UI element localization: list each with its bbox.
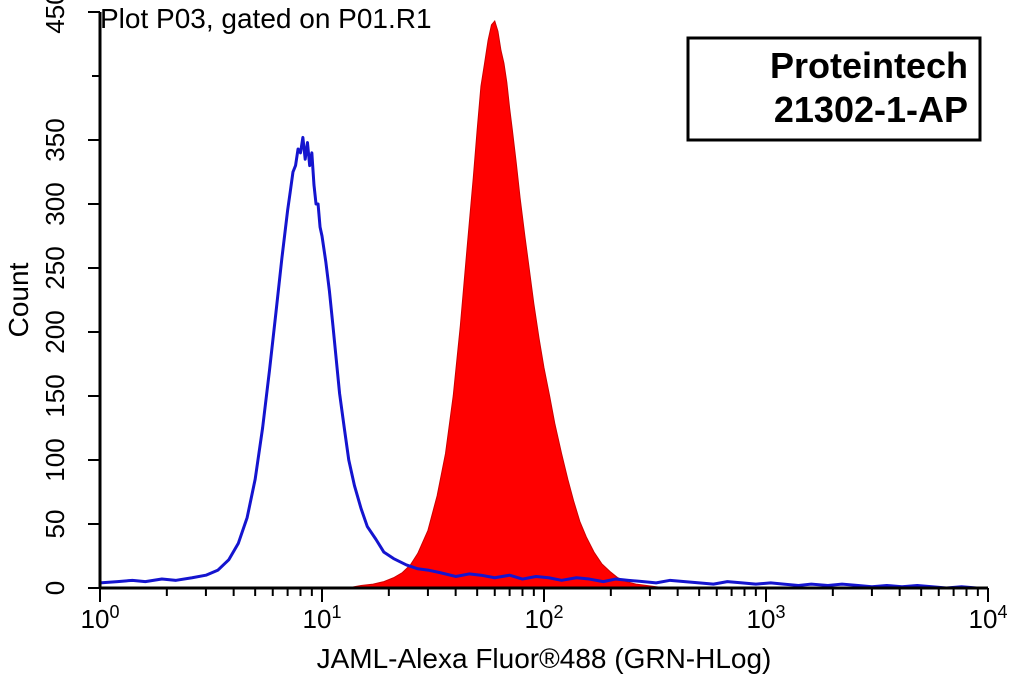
brand-line1: Proteintech <box>770 45 968 86</box>
chart-svg: 100101102103104050100150200250300350450J… <box>0 0 1014 682</box>
y-tick-label: 300 <box>40 182 70 225</box>
plot-title: Plot P03, gated on P01.R1 <box>100 3 432 34</box>
y-tick-label: 0 <box>40 581 70 595</box>
flow-cytometry-histogram: 100101102103104050100150200250300350450J… <box>0 0 1014 682</box>
y-tick-label: 350 <box>40 118 70 161</box>
y-tick-label: 450 <box>40 0 70 34</box>
y-tick-label: 100 <box>40 438 70 481</box>
y-tick-label: 150 <box>40 374 70 417</box>
y-tick-label: 200 <box>40 310 70 353</box>
y-tick-label: 250 <box>40 246 70 289</box>
y-tick-label: 50 <box>40 510 70 539</box>
y-axis-label: Count <box>3 262 34 337</box>
brand-line2: 21302-1-AP <box>774 89 968 130</box>
x-axis-label: JAML-Alexa Fluor®488 (GRN-HLog) <box>317 643 772 674</box>
